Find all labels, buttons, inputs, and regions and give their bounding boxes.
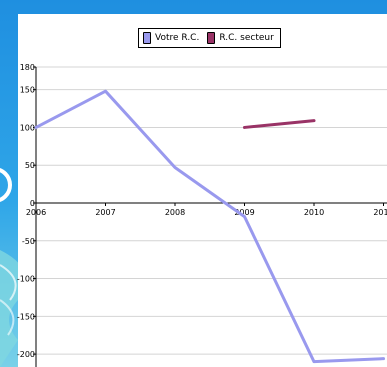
x-tick-label: 2006 [26,208,46,217]
x-tick-label: 2009 [234,208,254,217]
y-tick-label: -200 [17,350,35,359]
data-point-votre-r-c [382,357,385,360]
series-line-r-c-secteur [243,119,316,129]
legend-swatch-rc-secteur [207,32,216,44]
data-point-votre-r-c [173,166,177,169]
legend-label-rc-secteur: R.C. secteur [219,33,274,43]
series-line-votre-r-c [34,89,385,364]
y-tick-label: 100 [20,123,35,132]
data-point-r-c-secteur [243,126,246,129]
x-tick-label: 2007 [95,208,115,217]
chart-panel [18,14,387,367]
y-tick-label: -150 [17,312,35,321]
x-tick-label: 2008 [165,208,185,217]
data-point-votre-r-c [104,89,107,93]
legend-item-votre-rc: Votre R.C. [143,32,199,44]
y-tick-label: 180 [20,63,35,72]
legend-item-rc-secteur: R.C. secteur [207,32,274,44]
x-tick-label: 2010 [304,208,324,217]
legend-swatch-votre-rc [143,32,151,44]
data-point-votre-r-c [243,215,246,218]
data-point-votre-r-c [312,360,316,363]
data-point-votre-r-c [34,126,38,129]
y-tick-label: -50 [22,237,35,246]
data-point-r-c-secteur [312,119,316,122]
y-tick-label: 0 [30,199,35,208]
legend-label-votre-rc: Votre R.C. [155,33,200,43]
y-tick-label: 150 [20,86,35,95]
chart-legend: Votre R.C. R.C. secteur [138,28,281,48]
y-tick-label: 50 [25,161,35,170]
x-tick-label: 2011 [373,208,387,217]
y-tick-label: -100 [17,275,35,284]
